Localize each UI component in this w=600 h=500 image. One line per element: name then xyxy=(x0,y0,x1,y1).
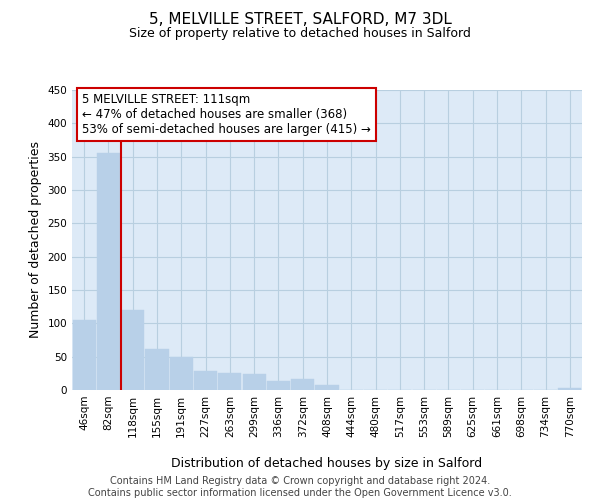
Bar xyxy=(267,382,290,390)
Bar xyxy=(145,348,169,390)
Bar xyxy=(121,310,144,390)
Text: Contains HM Land Registry data © Crown copyright and database right 2024.
Contai: Contains HM Land Registry data © Crown c… xyxy=(88,476,512,498)
Text: 5, MELVILLE STREET, SALFORD, M7 3DL: 5, MELVILLE STREET, SALFORD, M7 3DL xyxy=(149,12,451,28)
Bar xyxy=(194,370,217,390)
Bar xyxy=(170,356,193,390)
Bar xyxy=(218,374,241,390)
Text: 5 MELVILLE STREET: 111sqm
← 47% of detached houses are smaller (368)
53% of semi: 5 MELVILLE STREET: 111sqm ← 47% of detac… xyxy=(82,93,371,136)
Bar xyxy=(316,386,338,390)
Text: Size of property relative to detached houses in Salford: Size of property relative to detached ho… xyxy=(129,28,471,40)
Text: Distribution of detached houses by size in Salford: Distribution of detached houses by size … xyxy=(172,458,482,470)
Bar xyxy=(291,378,314,390)
Y-axis label: Number of detached properties: Number of detached properties xyxy=(29,142,42,338)
Bar xyxy=(97,154,120,390)
Bar xyxy=(242,374,266,390)
Bar xyxy=(559,388,581,390)
Bar xyxy=(73,320,95,390)
